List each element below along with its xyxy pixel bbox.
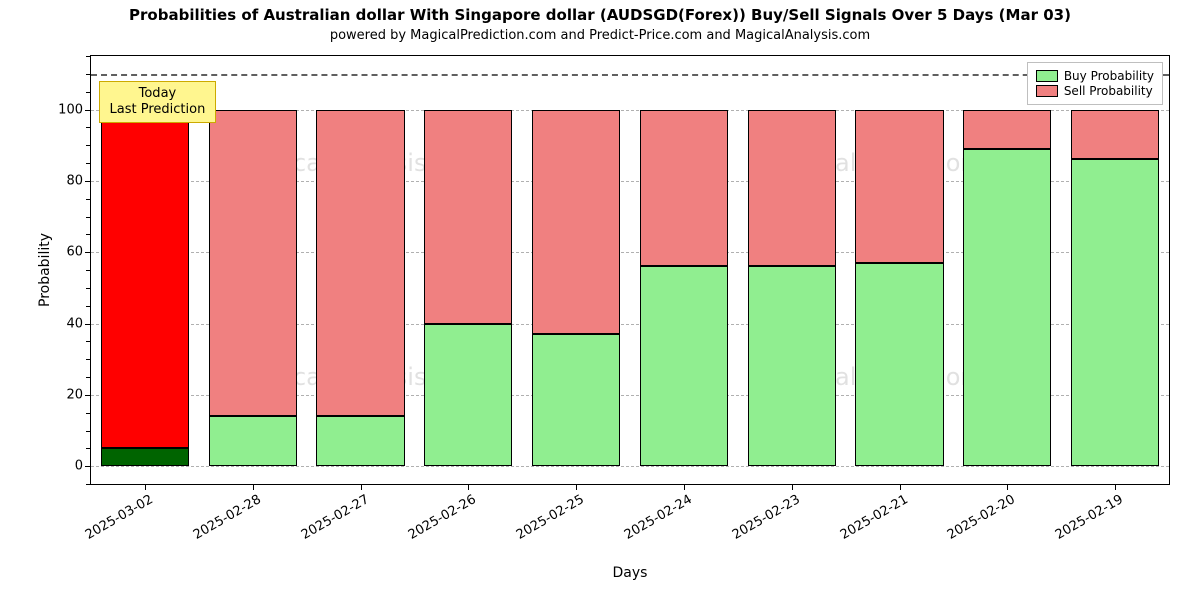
- today-annotation: TodayLast Prediction: [99, 81, 217, 124]
- y-minor-tick: [86, 270, 91, 271]
- y-minor-tick: [86, 431, 91, 432]
- y-minor-tick: [86, 199, 91, 200]
- x-tick-label: 2025-02-20: [945, 492, 1018, 543]
- bar-group: [424, 56, 512, 484]
- x-axis-label: Days: [90, 565, 1170, 581]
- bar-group: [855, 56, 943, 484]
- legend-swatch-buy: [1036, 70, 1058, 82]
- x-tick-mark: [145, 484, 146, 490]
- y-axis-label: Probability: [37, 233, 53, 307]
- axes-inner: TodayLast Prediction: [91, 56, 1169, 484]
- x-tick-mark: [361, 484, 362, 490]
- bar-sell: [855, 110, 943, 263]
- legend: Buy Probability Sell Probability: [1027, 62, 1163, 105]
- bar-sell: [209, 110, 297, 417]
- chart-title: Probabilities of Australian dollar With …: [0, 6, 1200, 24]
- y-minor-tick: [86, 377, 91, 378]
- bar-buy: [1071, 159, 1159, 466]
- y-minor-tick: [86, 145, 91, 146]
- x-tick-mark: [576, 484, 577, 490]
- annotation-line-2: Last Prediction: [110, 102, 206, 118]
- x-tick-mark: [1115, 484, 1116, 490]
- bar-sell: [963, 110, 1051, 149]
- y-minor-tick: [86, 413, 91, 414]
- x-tick-label: 2025-02-19: [1053, 492, 1126, 543]
- x-tick-label: 2025-02-24: [622, 492, 695, 543]
- y-tick-mark: [85, 324, 91, 325]
- y-minor-tick: [86, 306, 91, 307]
- bar-sell: [101, 110, 189, 449]
- bar-buy: [532, 334, 620, 466]
- x-tick-label: 2025-02-26: [406, 492, 479, 543]
- y-minor-tick: [86, 234, 91, 235]
- x-tick-mark: [792, 484, 793, 490]
- y-minor-tick: [86, 288, 91, 289]
- bar-group: [532, 56, 620, 484]
- x-tick-label: 2025-02-25: [514, 492, 587, 543]
- x-tick-mark: [253, 484, 254, 490]
- y-tick-mark: [85, 466, 91, 467]
- y-tick-mark: [85, 110, 91, 111]
- bar-group: [640, 56, 728, 484]
- legend-label-sell: Sell Probability: [1064, 84, 1153, 98]
- bar-sell: [532, 110, 620, 335]
- y-tick-label: 60: [66, 245, 83, 260]
- y-tick-mark: [85, 252, 91, 253]
- bar-buy: [640, 266, 728, 466]
- y-minor-tick: [86, 163, 91, 164]
- y-tick-label: 80: [66, 173, 83, 188]
- annotation-line-1: Today: [110, 86, 206, 102]
- y-tick-label: 0: [75, 459, 83, 474]
- y-tick-label: 100: [58, 102, 83, 117]
- bar-buy: [963, 149, 1051, 466]
- x-tick-label: 2025-02-27: [298, 492, 371, 543]
- legend-item-sell: Sell Probability: [1036, 84, 1154, 98]
- x-tick-label: 2025-02-23: [730, 492, 803, 543]
- y-minor-tick: [86, 56, 91, 57]
- x-tick-mark: [468, 484, 469, 490]
- x-tick-mark: [684, 484, 685, 490]
- plot-area: MagicalAnalysis.com MagicalPrediction.co…: [90, 55, 1170, 485]
- bar-group: [963, 56, 1051, 484]
- bar-buy: [855, 263, 943, 466]
- legend-item-buy: Buy Probability: [1036, 69, 1154, 83]
- y-tick-label: 20: [66, 387, 83, 402]
- bar-group: [748, 56, 836, 484]
- y-tick-label: 40: [66, 316, 83, 331]
- y-minor-tick: [86, 359, 91, 360]
- y-tick-mark: [85, 395, 91, 396]
- bar-group: [316, 56, 404, 484]
- x-tick-label: 2025-03-02: [83, 492, 156, 543]
- bar-sell: [424, 110, 512, 324]
- y-minor-tick: [86, 127, 91, 128]
- bar-buy: [101, 448, 189, 466]
- chart-figure: Probabilities of Australian dollar With …: [0, 0, 1200, 600]
- y-minor-tick: [86, 217, 91, 218]
- chart-subtitle: powered by MagicalPrediction.com and Pre…: [0, 28, 1200, 43]
- x-tick-mark: [900, 484, 901, 490]
- y-axis-label-container: Probability: [35, 55, 55, 485]
- bar-sell: [316, 110, 404, 417]
- bar-buy: [209, 416, 297, 466]
- y-minor-tick: [86, 341, 91, 342]
- x-tick-mark: [1007, 484, 1008, 490]
- x-tick-label: 2025-02-21: [837, 492, 910, 543]
- bar-buy: [316, 416, 404, 466]
- y-minor-tick: [86, 448, 91, 449]
- bar-sell: [640, 110, 728, 267]
- legend-label-buy: Buy Probability: [1064, 69, 1154, 83]
- bar-sell: [748, 110, 836, 267]
- y-tick-mark: [85, 181, 91, 182]
- bar-group: [1071, 56, 1159, 484]
- bar-buy: [424, 324, 512, 467]
- y-minor-tick: [86, 92, 91, 93]
- x-tick-label: 2025-02-28: [191, 492, 264, 543]
- y-minor-tick: [86, 74, 91, 75]
- bar-group: [209, 56, 297, 484]
- bar-sell: [1071, 110, 1159, 160]
- legend-swatch-sell: [1036, 85, 1058, 97]
- bar-buy: [748, 266, 836, 466]
- y-minor-tick: [86, 484, 91, 485]
